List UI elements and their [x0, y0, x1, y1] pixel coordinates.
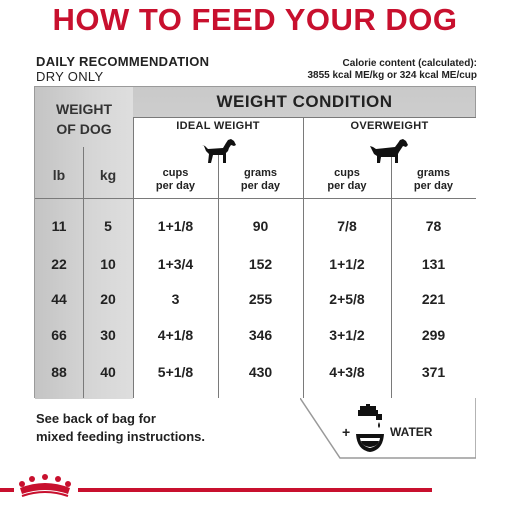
cell-ideal-cups: 3 — [171, 291, 180, 307]
over-grams-header: grams per day — [391, 167, 476, 193]
water-plus: + — [342, 424, 351, 440]
cell-kg: 5 — [104, 218, 112, 234]
divider-weight-condition — [133, 117, 134, 398]
faucet-bowl-icon — [356, 404, 384, 452]
per-day-label: per day — [240, 180, 281, 192]
condition-area — [133, 117, 476, 398]
cell-ideal-grams: 346 — [248, 327, 273, 343]
cell-lb: 44 — [51, 291, 67, 307]
table-row: 22 10 1+3/4 152 1+1/2 131 — [35, 256, 476, 274]
cell-lb: 22 — [51, 256, 67, 272]
weight-column-bg — [35, 87, 133, 399]
cell-over-grams: 299 — [421, 327, 446, 343]
grams-label: grams — [416, 167, 451, 179]
divider-over-cups-grams — [391, 155, 392, 398]
divider-ideal-cups-grams — [218, 155, 219, 398]
weight-of-dog-line2: OF DOG — [56, 121, 112, 137]
feeding-table: WEIGHT OF DOG WEIGHT CONDITION IDEAL WEI… — [34, 86, 476, 399]
cell-ideal-cups: 4+1/8 — [157, 327, 194, 343]
mixed-feeding-note: See back of bag for mixed feeding instru… — [36, 410, 205, 446]
cell-over-cups: 3+1/2 — [329, 327, 365, 343]
ideal-grams-header: grams per day — [218, 167, 303, 193]
calorie-content-value: 3855 kcal ME/kg or 324 kcal ME/cup — [307, 70, 477, 81]
cell-over-grams: 78 — [425, 218, 442, 234]
crown-logo-icon — [19, 474, 71, 497]
cell-kg: 20 — [100, 291, 116, 307]
cell-ideal-grams: 90 — [252, 218, 269, 234]
table-row: 88 40 5+1/8 430 4+3/8 371 — [35, 364, 476, 382]
dog-silhouette-icon — [202, 139, 236, 163]
divider-ideal-over — [303, 117, 304, 398]
weight-of-dog-line1: WEIGHT — [56, 101, 112, 117]
cell-lb: 66 — [51, 327, 67, 343]
overweight-header: OVERWEIGHT — [350, 120, 429, 132]
cell-over-grams: 221 — [421, 291, 446, 307]
cell-over-cups: 2+5/8 — [329, 291, 365, 307]
over-cups-header: cups per day — [303, 167, 391, 193]
note-line: See back of bag for — [36, 411, 156, 426]
dog-silhouette-icon — [370, 139, 408, 163]
per-day-label: per day — [327, 180, 367, 192]
calorie-content-label: Calorie content (calculated): — [342, 58, 477, 69]
table-row: 44 20 3 255 2+5/8 221 — [35, 291, 476, 309]
cell-over-grams: 371 — [421, 364, 446, 380]
table-row: 66 30 4+1/8 346 3+1/2 299 — [35, 327, 476, 345]
cell-over-grams: 131 — [421, 256, 446, 272]
cell-ideal-grams: 255 — [248, 291, 273, 307]
cell-kg: 10 — [100, 256, 116, 272]
ideal-weight-header: IDEAL WEIGHT — [176, 120, 260, 132]
footer-rule — [78, 488, 432, 492]
cell-over-cups: 4+3/8 — [329, 364, 365, 380]
cell-over-cups: 7/8 — [337, 218, 357, 234]
water-box-outline — [300, 398, 476, 459]
table-row: 11 5 1+1/8 90 7/8 78 — [35, 218, 476, 236]
per-day-label: per day — [413, 180, 454, 192]
cell-ideal-cups: 5+1/8 — [157, 364, 194, 380]
cell-ideal-grams: 152 — [248, 256, 273, 272]
cell-kg: 40 — [100, 364, 116, 380]
ideal-cups-header: cups per day — [133, 167, 218, 193]
divider-lb-kg — [83, 147, 84, 398]
footer-rule-left — [0, 488, 14, 492]
unit-lb: lb — [52, 167, 66, 183]
cell-lb: 11 — [51, 218, 67, 234]
note-line: mixed feeding instructions. — [36, 429, 206, 444]
page-title: HOW TO FEED YOUR DOG — [52, 2, 458, 37]
cups-label: cups — [162, 167, 189, 179]
divider-header — [133, 117, 476, 118]
divider-units — [35, 198, 476, 199]
weight-condition-header: WEIGHT CONDITION — [216, 92, 393, 111]
cups-label: cups — [334, 167, 360, 179]
cell-ideal-cups: 1+3/4 — [157, 256, 194, 272]
water-label: WATER — [390, 425, 433, 439]
cell-ideal-cups: 1+1/8 — [157, 218, 194, 234]
cell-kg: 30 — [100, 327, 116, 343]
grams-label: grams — [243, 167, 278, 179]
daily-recommendation-label: DAILY RECOMMENDATION — [36, 54, 210, 69]
per-day-label: per day — [155, 180, 196, 192]
cell-over-cups: 1+1/2 — [329, 256, 365, 272]
dry-only-label: DRY ONLY — [36, 69, 104, 84]
cell-lb: 88 — [51, 364, 67, 380]
cell-ideal-grams: 430 — [248, 364, 273, 380]
unit-kg: kg — [99, 167, 117, 183]
